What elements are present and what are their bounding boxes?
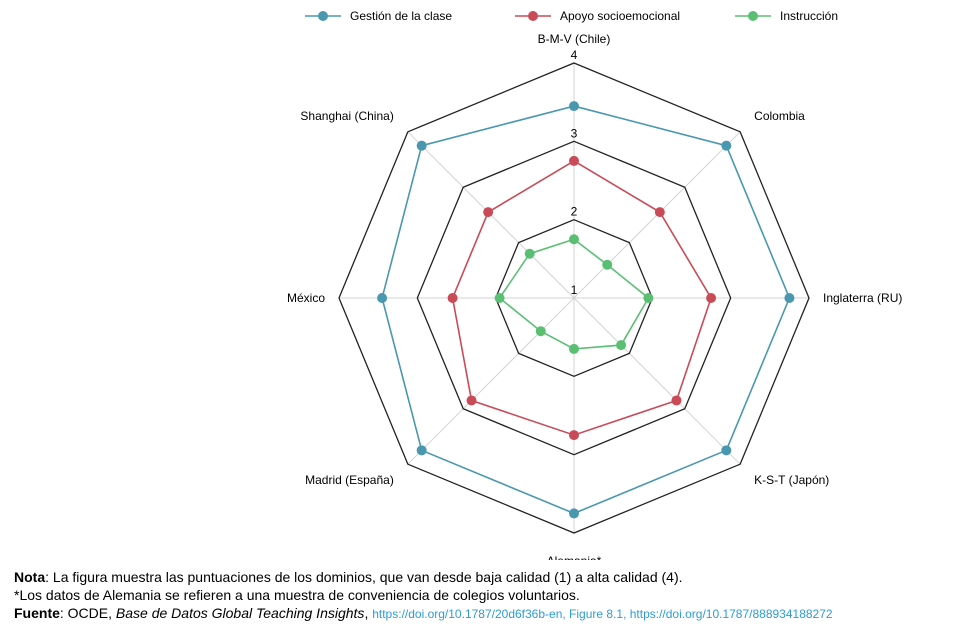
tick-label: 1 bbox=[571, 283, 578, 297]
tick-labels: 1 2 3 4 bbox=[571, 48, 578, 297]
tick-label: 4 bbox=[571, 48, 578, 62]
data-point-gestion-de-la-clase bbox=[721, 445, 732, 456]
tick-label: 2 bbox=[571, 205, 578, 219]
legend: Gestión de la clase Apoyo socioemocional I… bbox=[305, 9, 838, 23]
data-point-gestion-de-la-clase bbox=[569, 508, 579, 519]
legend-marker bbox=[528, 11, 538, 21]
source-line: Fuente: OCDE, Base de Datos Global Teach… bbox=[14, 604, 964, 623]
data-point-instruccion bbox=[643, 293, 654, 303]
axis-labels: B-M-V (Chile) Colombia Inglaterra (RU) K-S-… bbox=[287, 32, 902, 560]
data-point-instruccion bbox=[535, 326, 546, 337]
data-point-apoyo-socioemocional bbox=[483, 207, 494, 218]
grid-ring-4 bbox=[338, 62, 810, 534]
legend-label: Instrucción bbox=[780, 9, 838, 23]
axis-label: K-S-T (Japón) bbox=[754, 473, 829, 487]
data-point-gestion-de-la-clase bbox=[416, 445, 427, 456]
data-point-apoyo-socioemocional bbox=[447, 293, 458, 303]
source-links[interactable]: https://doi.org/10.1787/20d6f36b-en, Fig… bbox=[372, 607, 833, 621]
legend-label: Apoyo socioemocional bbox=[560, 9, 680, 23]
source-text: : OCDE, bbox=[59, 605, 116, 621]
asterisk-note: *Los datos de Alemania se refieren a una… bbox=[14, 587, 580, 603]
note-text: : La figura muestra las puntuaciones de … bbox=[45, 569, 683, 585]
radar-chart: Gestión de la clase Apoyo socioemocional I… bbox=[287, 9, 902, 560]
data-point-apoyo-socioemocional bbox=[569, 430, 579, 441]
series-layer bbox=[377, 101, 795, 519]
axis-label: México bbox=[287, 291, 325, 305]
legend-marker bbox=[318, 11, 328, 21]
data-point-gestion-de-la-clase bbox=[569, 101, 579, 112]
source-label: Fuente bbox=[14, 605, 60, 621]
axis-label: Inglaterra (RU) bbox=[823, 291, 902, 305]
axis-label: Colombia bbox=[754, 109, 805, 123]
data-point-apoyo-socioemocional bbox=[654, 207, 665, 218]
data-point-apoyo-socioemocional bbox=[569, 155, 579, 166]
data-point-gestion-de-la-clase bbox=[416, 140, 427, 151]
note-line: Nota: La figura muestra las puntuaciones… bbox=[14, 568, 964, 586]
data-point-apoyo-socioemocional bbox=[671, 395, 682, 406]
data-point-gestion-de-la-clase bbox=[721, 140, 732, 151]
source-comma: , bbox=[364, 605, 373, 621]
notes: Nota: La figura muestra las puntuaciones… bbox=[14, 568, 964, 623]
data-point-instruccion bbox=[602, 259, 613, 270]
data-point-gestion-de-la-clase bbox=[377, 293, 388, 303]
spoke-line bbox=[573, 297, 741, 465]
tick-label: 3 bbox=[571, 126, 578, 140]
data-point-apoyo-socioemocional bbox=[466, 395, 477, 406]
grid-ring-3 bbox=[416, 140, 732, 456]
data-point-instruccion bbox=[569, 234, 579, 245]
data-point-apoyo-socioemocional bbox=[706, 293, 717, 303]
legend-marker bbox=[748, 11, 758, 21]
data-point-gestion-de-la-clase bbox=[784, 293, 795, 303]
data-point-instruccion bbox=[494, 293, 505, 303]
axis-label: Alemania* bbox=[547, 554, 602, 560]
source-database: Base de Datos Global Teaching Insights bbox=[115, 605, 365, 621]
grid-ring-2 bbox=[494, 218, 654, 378]
note-label: Nota bbox=[14, 569, 46, 585]
legend-label: Gestión de la clase bbox=[350, 9, 452, 23]
axis-label: Shanghai (China) bbox=[300, 109, 393, 123]
spoke-line bbox=[407, 297, 575, 465]
data-point-instruccion bbox=[569, 343, 579, 354]
axis-label: Madrid (España) bbox=[305, 473, 394, 487]
axis-label: B-M-V (Chile) bbox=[538, 32, 611, 46]
data-point-instruccion bbox=[524, 248, 535, 259]
data-point-instruccion bbox=[616, 340, 627, 351]
